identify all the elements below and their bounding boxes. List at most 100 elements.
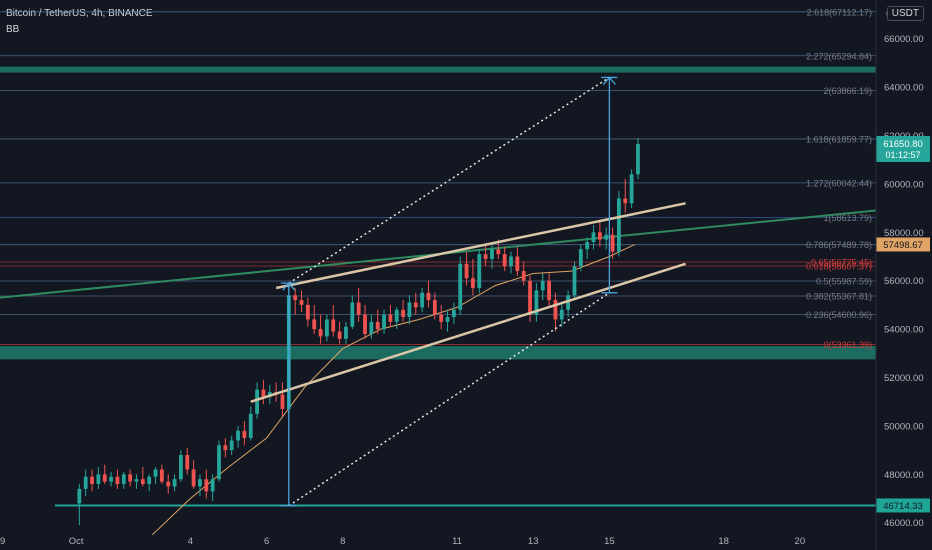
candle-body [496,249,501,255]
candle-body [382,314,386,330]
x-tick-label: 20 [795,536,806,547]
y-tick-label: 48000.00 [884,470,924,481]
candle-body [553,300,558,320]
candle-body [407,302,412,318]
candle-body [597,232,602,240]
candle-body [432,300,437,315]
basis-price-label: 57498.67 [883,240,923,251]
fib-level-label: 1.618(61859.77) [806,134,872,144]
candle-body [502,254,507,267]
y-tick-label: 52000.00 [884,373,924,384]
candle-body [280,394,285,409]
current-price-box [876,135,930,162]
x-tick-label: 4 [188,536,193,547]
candle-body [610,234,615,252]
x-tick-label: 6 [264,536,269,547]
candle-body [629,174,634,204]
candle-body [540,280,545,291]
candle-body [363,314,367,334]
candle-body [185,454,190,470]
candle-body [96,474,101,485]
candle-body [566,295,571,310]
candle-body [179,454,183,480]
zone-band [0,66,876,73]
candle-body [337,331,342,339]
fib-level-label: 2.272(65294.84) [806,51,872,61]
candle-body [483,254,488,259]
candle-body [255,389,259,414]
candle-body [242,430,247,439]
candle-body [477,254,482,288]
candle-body [578,249,583,267]
zone-band [0,346,876,360]
x-tick-label: 29 [0,536,5,547]
projection-upper-dotted [288,76,610,284]
candle-body [420,292,425,308]
projection-lower-dotted [288,292,610,507]
candle-body [509,256,513,267]
candle-body [490,249,494,259]
candle-body [331,319,336,332]
candle-body [128,474,133,482]
candle-body [191,469,196,487]
candle-body [451,309,456,318]
support-price-box [876,498,930,513]
y-tick-label: 58000.00 [884,228,924,239]
candle-body [528,280,532,315]
fib-level-label: 2.618(67112.17) [807,7,872,17]
candle-body [236,430,240,441]
candle-body [572,266,577,296]
candle-body [305,304,310,320]
candle-body [261,389,266,397]
candle-body [413,302,418,308]
candle-body [318,329,323,337]
candle-body [159,469,164,482]
bb-basis-line [151,243,636,536]
y-tick-label: 46000.00 [884,518,924,529]
candle-body [426,292,431,301]
candle-body [515,256,520,272]
fib-level-label: 0(53361.39) [823,340,872,350]
candle-body [591,232,596,243]
chart-title: Bitcoin / TetherUS, 4h, BINANCE [6,8,153,19]
candle-body [90,476,94,485]
candle-body [299,300,304,305]
candle-body [153,469,158,477]
current-price-label: 61650.80 [883,139,923,150]
fib-level-label: 0.618(56607.37) [806,262,872,272]
y-tick-label: 54000.00 [884,325,924,336]
currency-selector[interactable]: USDT [886,6,924,21]
channel-upper-line [275,202,686,290]
basis-price-box [876,237,930,252]
x-tick-label: 15 [604,536,615,547]
candle-body [204,479,209,492]
y-tick-label: 50000.00 [884,421,924,432]
candle-body [312,319,317,330]
fib-level-label: 1.272(60042.44) [806,178,872,188]
candle-body [147,476,152,485]
x-tick-label: Oct [69,536,84,547]
fib-level-label: 1(58613.79) [823,213,872,223]
candle-body [636,143,640,175]
candle-body [102,474,107,482]
x-tick-label: 11 [452,536,462,547]
candle-body [166,481,171,487]
candle-body [140,479,145,485]
indicator-label: BB [6,24,20,35]
candle-body [623,198,628,204]
channel-lower-line [250,262,686,403]
fib-level-label: 0.65(56775.45) [811,257,872,267]
y-tick-label: 60000.00 [884,179,924,190]
candle-body [121,474,126,485]
candle-body [445,317,450,322]
candle-body [521,271,526,281]
candle-body [172,479,177,487]
candle-body [198,479,202,487]
candle-body [356,302,361,315]
support-price-label: 46714.33 [883,501,923,512]
y-tick-label: 64000.00 [884,83,924,94]
x-tick-label: 18 [718,536,729,547]
x-tick-label: 13 [528,536,539,547]
fib-level-label: 0.236(54600.96) [806,310,872,320]
